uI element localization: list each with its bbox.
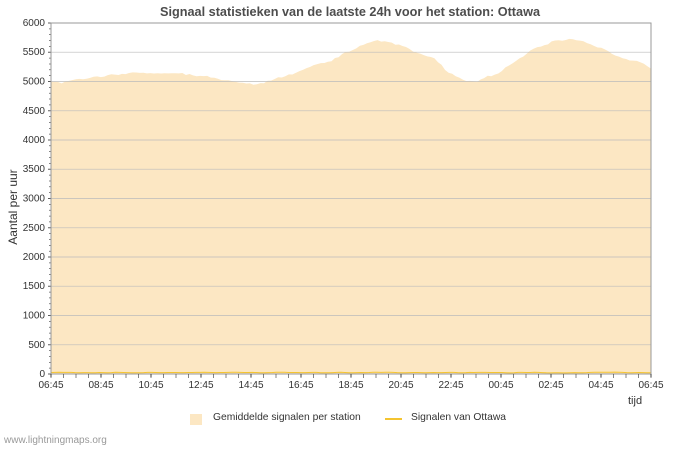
svg-text:2500: 2500 [23,223,46,234]
svg-text:500: 500 [28,340,45,351]
svg-text:3000: 3000 [23,194,46,205]
svg-text:02:45: 02:45 [538,380,563,391]
svg-text:14:45: 14:45 [238,380,263,391]
svg-text:16:45: 16:45 [288,380,313,391]
svg-text:06:45: 06:45 [38,380,63,391]
svg-text:00:45: 00:45 [488,380,513,391]
svg-text:2000: 2000 [23,252,46,263]
svg-text:1500: 1500 [23,281,46,292]
svg-text:04:45: 04:45 [588,380,613,391]
svg-text:12:45: 12:45 [188,380,213,391]
svg-text:10:45: 10:45 [138,380,163,391]
svg-text:6000: 6000 [23,18,46,29]
svg-text:5000: 5000 [23,77,46,88]
svg-text:1000: 1000 [23,311,46,322]
svg-text:06:45: 06:45 [638,380,663,391]
svg-text:5500: 5500 [23,47,46,58]
svg-text:08:45: 08:45 [88,380,113,391]
svg-text:0: 0 [39,369,45,380]
svg-text:22:45: 22:45 [438,380,463,391]
svg-text:4500: 4500 [23,106,46,117]
svg-text:20:45: 20:45 [388,380,413,391]
svg-text:18:45: 18:45 [338,380,363,391]
svg-text:4000: 4000 [23,135,46,146]
svg-text:3500: 3500 [23,164,46,175]
